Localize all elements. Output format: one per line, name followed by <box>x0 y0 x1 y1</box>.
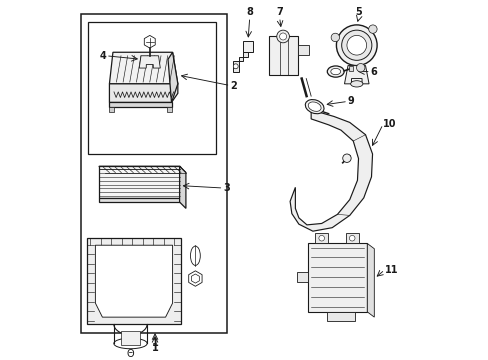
Circle shape <box>341 30 371 60</box>
Polygon shape <box>109 84 178 103</box>
Bar <box>348 66 352 71</box>
Text: 9: 9 <box>347 96 354 106</box>
Circle shape <box>336 25 376 66</box>
Bar <box>88 22 216 154</box>
Polygon shape <box>345 233 358 243</box>
Polygon shape <box>232 52 248 72</box>
Ellipse shape <box>307 102 321 111</box>
Polygon shape <box>315 233 327 243</box>
Text: 4: 4 <box>99 51 106 61</box>
Circle shape <box>349 235 354 241</box>
Polygon shape <box>366 243 373 317</box>
Polygon shape <box>109 52 178 84</box>
Text: 5: 5 <box>355 7 362 17</box>
Circle shape <box>318 235 324 241</box>
Polygon shape <box>307 243 366 312</box>
Text: 1: 1 <box>151 343 158 353</box>
Text: 10: 10 <box>382 119 396 129</box>
Polygon shape <box>289 110 372 231</box>
Text: 3: 3 <box>223 183 230 193</box>
Circle shape <box>276 30 289 43</box>
Polygon shape <box>168 52 178 103</box>
Polygon shape <box>179 166 185 208</box>
Text: 1: 1 <box>151 338 158 348</box>
Text: Θ: Θ <box>126 349 134 359</box>
Ellipse shape <box>305 100 324 114</box>
Polygon shape <box>99 166 185 172</box>
Polygon shape <box>86 238 181 324</box>
Circle shape <box>330 33 339 42</box>
Ellipse shape <box>326 66 344 77</box>
Circle shape <box>233 64 238 69</box>
Polygon shape <box>144 35 155 48</box>
Polygon shape <box>243 41 252 52</box>
Circle shape <box>279 33 286 40</box>
Polygon shape <box>99 166 179 198</box>
Text: 6: 6 <box>370 67 377 77</box>
Circle shape <box>346 35 366 55</box>
Polygon shape <box>139 56 160 68</box>
Polygon shape <box>297 271 307 282</box>
Text: 2: 2 <box>230 81 237 91</box>
Text: 8: 8 <box>246 7 253 17</box>
Bar <box>121 331 140 345</box>
Bar <box>167 107 171 112</box>
Ellipse shape <box>350 81 362 87</box>
Polygon shape <box>344 66 368 84</box>
Bar <box>326 312 354 321</box>
Polygon shape <box>99 198 179 202</box>
Polygon shape <box>268 36 298 75</box>
Polygon shape <box>188 271 202 286</box>
Bar <box>81 14 226 333</box>
Polygon shape <box>298 45 308 55</box>
Bar <box>109 107 113 112</box>
Circle shape <box>356 63 364 72</box>
Ellipse shape <box>190 246 200 265</box>
Text: 7: 7 <box>276 7 283 17</box>
Text: 11: 11 <box>384 265 398 275</box>
Polygon shape <box>95 245 172 317</box>
Circle shape <box>342 154 350 162</box>
Ellipse shape <box>330 68 340 75</box>
Circle shape <box>368 25 376 33</box>
Polygon shape <box>109 103 171 107</box>
Polygon shape <box>191 274 199 283</box>
